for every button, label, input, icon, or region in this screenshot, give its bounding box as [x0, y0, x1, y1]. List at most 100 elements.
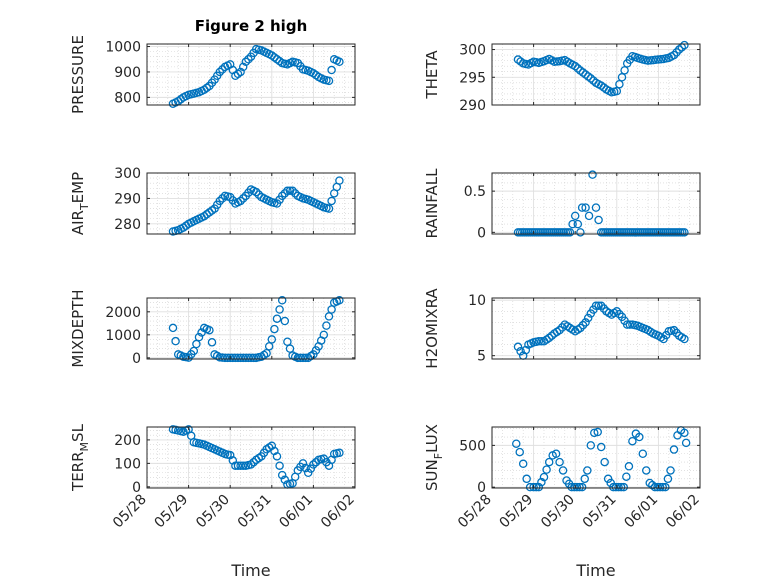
- data-point: [680, 428, 689, 438]
- data-point: [270, 446, 279, 456]
- data-point: [531, 482, 541, 492]
- data-point: [642, 466, 651, 475]
- y-tick-label: 0: [132, 351, 141, 367]
- data-point: [272, 452, 282, 461]
- data-point: [645, 478, 654, 488]
- y-ticks: 0 500: [459, 438, 700, 496]
- y-tick-label: 0.5: [464, 184, 486, 200]
- subplot-5: 0 1000 2000 MIXDEPTH: [69, 289, 356, 368]
- data-point: [277, 191, 287, 201]
- data-point: [277, 296, 287, 305]
- data-point: [280, 316, 290, 326]
- data-point: [277, 470, 287, 480]
- data-point: [638, 449, 648, 458]
- data-point: [512, 439, 521, 448]
- data-point: [606, 478, 615, 488]
- data-point: [218, 194, 227, 203]
- data-point: [586, 441, 596, 450]
- data-point: [539, 472, 549, 482]
- y-tick-label: 5: [477, 349, 486, 365]
- y-axis-label: THETA: [423, 50, 441, 100]
- data-point: [661, 482, 670, 492]
- data-point: [228, 456, 238, 465]
- data-point: [588, 170, 597, 179]
- data-point: [251, 187, 261, 197]
- data-points: [513, 40, 689, 97]
- y-tick-label: 800: [114, 90, 141, 106]
- data-points: [513, 301, 689, 360]
- data-point: [680, 228, 689, 237]
- x-ticks: [146, 44, 356, 105]
- data-point: [669, 325, 679, 335]
- data-point: [225, 450, 235, 460]
- data-point: [648, 480, 657, 490]
- data-point: [194, 332, 204, 342]
- data-point: [544, 333, 554, 343]
- data-point: [591, 203, 601, 212]
- data-point: [655, 482, 665, 492]
- data-point: [576, 323, 585, 333]
- data-point: [672, 48, 681, 57]
- data-point: [612, 307, 622, 316]
- data-point: [537, 337, 546, 346]
- data-point: [335, 57, 344, 67]
- data-point: [298, 459, 308, 468]
- data-point: [319, 330, 329, 340]
- data-point: [581, 318, 590, 327]
- data-point: [515, 447, 524, 457]
- data-point: [301, 353, 310, 363]
- data-point: [327, 196, 336, 206]
- data-point: [622, 472, 631, 481]
- data-point: [244, 55, 253, 64]
- data-point: [663, 474, 673, 484]
- y-tick-label: 900: [114, 65, 141, 81]
- data-point: [301, 463, 310, 473]
- axes-box: [491, 172, 701, 235]
- x-ticks: [491, 298, 701, 359]
- data-point: [624, 462, 634, 471]
- data-point: [249, 457, 258, 467]
- axes-box: [146, 426, 356, 489]
- data-point: [335, 296, 344, 305]
- data-point: [572, 482, 582, 492]
- y-ticks: 0 1000 2000: [105, 305, 355, 367]
- data-point: [674, 45, 684, 54]
- data-point: [666, 466, 675, 475]
- data-point: [616, 482, 626, 492]
- subplot-2: 290 295 300 THETA: [423, 40, 701, 114]
- axes-box: [491, 297, 701, 360]
- y-tick-label: 290: [459, 98, 486, 114]
- data-point: [215, 67, 225, 77]
- axes-box: [491, 43, 701, 106]
- data-point: [583, 72, 593, 81]
- data-point: [590, 428, 599, 438]
- y-tick-label: 280: [114, 217, 141, 233]
- data-point: [593, 427, 602, 437]
- data-point: [205, 325, 214, 335]
- y-tick-label: 300: [459, 43, 486, 59]
- data-point: [516, 346, 525, 356]
- data-point: [335, 176, 344, 185]
- data-point: [534, 337, 544, 346]
- subplot-3: 280 290 300 AIRTEMP: [69, 166, 356, 236]
- y-tick-label: 0: [477, 480, 486, 496]
- axes-box: [491, 426, 701, 489]
- y-tick-label: 290: [114, 191, 141, 207]
- data-point: [614, 482, 623, 492]
- data-point: [578, 320, 588, 330]
- y-tick-label: 0: [132, 480, 141, 496]
- data-point: [513, 342, 523, 352]
- data-point: [522, 474, 531, 484]
- data-point: [285, 186, 295, 196]
- chart-title: Figure 2 high: [195, 17, 308, 35]
- data-point: [238, 62, 248, 72]
- data-point: [591, 301, 601, 311]
- data-point: [322, 321, 331, 330]
- data-point: [555, 325, 564, 335]
- data-point: [324, 76, 334, 86]
- data-point: [267, 441, 277, 451]
- data-point: [577, 482, 587, 492]
- data-point: [249, 353, 258, 363]
- axes-box: [146, 297, 356, 360]
- data-point: [577, 203, 587, 212]
